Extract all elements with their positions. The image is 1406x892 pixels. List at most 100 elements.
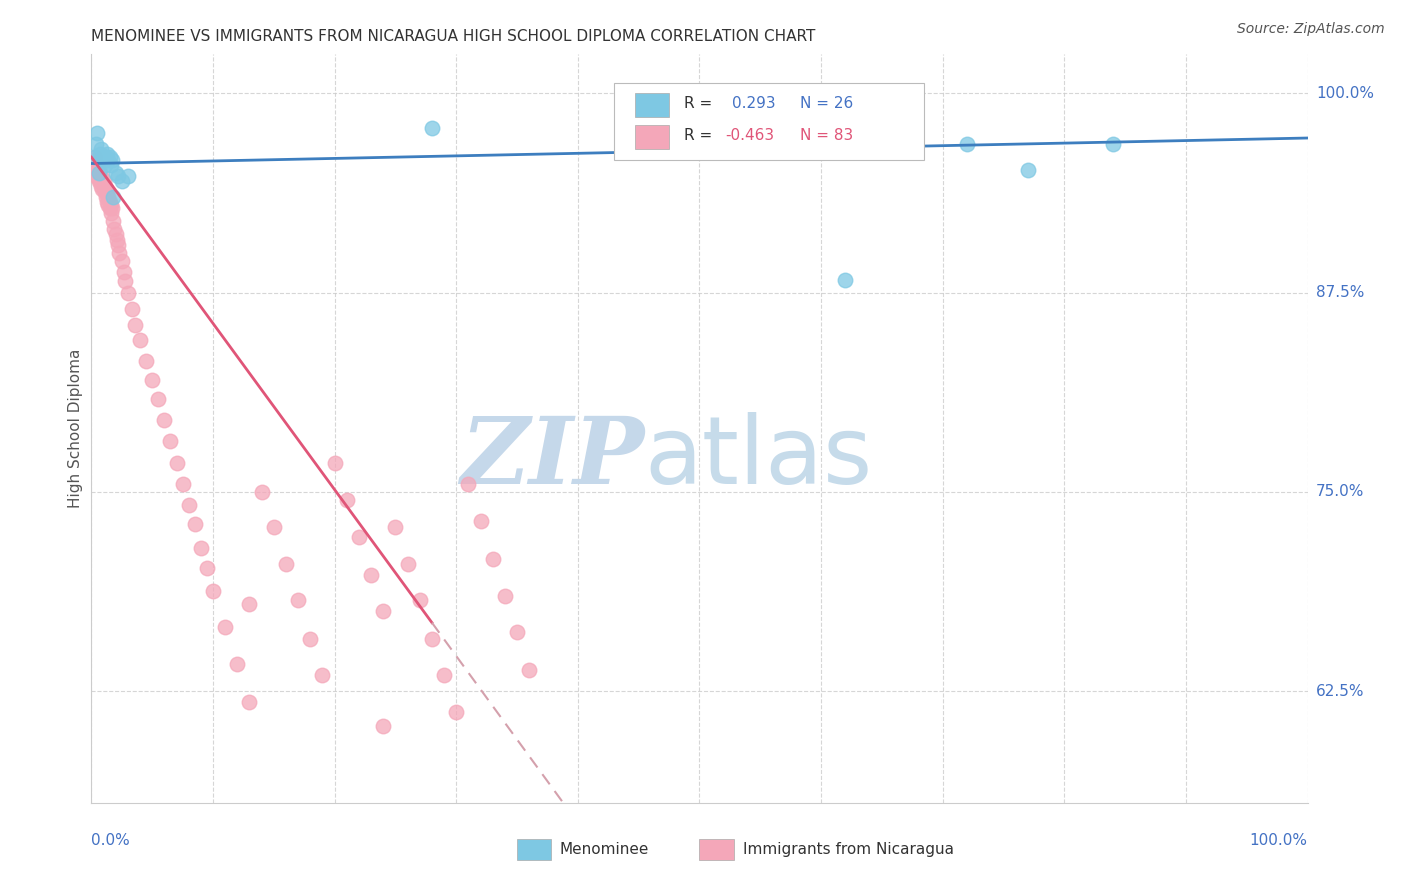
Text: 75.0%: 75.0%: [1316, 484, 1364, 500]
Point: [103, 222, 125, 236]
Point: [101, 153, 124, 168]
Point: [121, 301, 143, 316]
Text: 100.0%: 100.0%: [1250, 833, 1308, 848]
FancyBboxPatch shape: [636, 94, 669, 117]
Point: [97, 190, 120, 204]
Point: [86, 158, 108, 172]
Text: N = 83: N = 83: [800, 128, 853, 143]
FancyBboxPatch shape: [517, 838, 551, 860]
Point: [956, 137, 979, 152]
Point: [117, 169, 139, 184]
Point: [373, 719, 395, 733]
Point: [226, 657, 249, 672]
Point: [91, 174, 114, 188]
Point: [112, 265, 135, 279]
Text: Menominee: Menominee: [560, 842, 650, 856]
Point: [91, 182, 114, 196]
Point: [166, 456, 188, 470]
Point: [86, 166, 108, 180]
Text: Immigrants from Nicaragua: Immigrants from Nicaragua: [744, 842, 955, 856]
Point: [396, 557, 419, 571]
Point: [114, 275, 136, 289]
Point: [148, 392, 170, 407]
Point: [129, 334, 152, 348]
Point: [98, 201, 121, 215]
Point: [96, 194, 118, 209]
Text: N = 26: N = 26: [800, 96, 853, 112]
Point: [96, 147, 118, 161]
Point: [299, 632, 322, 646]
Point: [97, 198, 120, 212]
Point: [93, 150, 115, 164]
Point: [94, 190, 117, 204]
Text: 87.5%: 87.5%: [1316, 285, 1364, 300]
Point: [105, 233, 128, 247]
Point: [94, 150, 117, 164]
Point: [100, 198, 122, 212]
Point: [494, 589, 516, 603]
Point: [104, 166, 127, 180]
Point: [250, 484, 273, 499]
Point: [89, 174, 111, 188]
Point: [195, 561, 218, 575]
FancyBboxPatch shape: [614, 84, 925, 160]
Text: 0.0%: 0.0%: [91, 833, 131, 848]
Point: [141, 373, 163, 387]
Point: [97, 153, 120, 168]
Point: [98, 194, 121, 209]
Point: [202, 583, 225, 598]
Point: [117, 285, 139, 300]
Point: [98, 150, 121, 164]
Point: [111, 174, 134, 188]
Point: [1102, 137, 1125, 152]
Point: [103, 214, 125, 228]
Point: [506, 625, 529, 640]
Point: [184, 516, 207, 531]
Point: [94, 158, 117, 172]
Point: [107, 237, 129, 252]
Point: [103, 190, 125, 204]
Point: [159, 434, 181, 448]
Text: 62.5%: 62.5%: [1316, 683, 1364, 698]
Point: [87, 174, 110, 188]
Point: [347, 530, 370, 544]
Point: [172, 477, 194, 491]
Point: [104, 227, 127, 241]
Point: [84, 137, 107, 152]
FancyBboxPatch shape: [636, 125, 669, 149]
Point: [238, 695, 260, 709]
Text: R =: R =: [683, 96, 711, 112]
Point: [124, 318, 146, 332]
Point: [1017, 162, 1039, 177]
Point: [457, 477, 479, 491]
Point: [84, 158, 107, 172]
Point: [101, 201, 124, 215]
Point: [84, 169, 107, 184]
Point: [214, 620, 236, 634]
Point: [94, 178, 117, 193]
Point: [177, 498, 200, 512]
Point: [83, 153, 105, 168]
Point: [135, 354, 157, 368]
Point: [94, 182, 117, 196]
Point: [108, 245, 131, 260]
Point: [96, 185, 118, 199]
Text: Source: ZipAtlas.com: Source: ZipAtlas.com: [1237, 22, 1385, 37]
Point: [409, 593, 432, 607]
Point: [111, 253, 134, 268]
Point: [420, 632, 443, 646]
Point: [91, 153, 114, 168]
Point: [84, 150, 107, 164]
Text: -0.463: -0.463: [725, 128, 775, 143]
Text: 100.0%: 100.0%: [1316, 86, 1374, 101]
Point: [517, 664, 540, 678]
Point: [834, 273, 856, 287]
Point: [107, 169, 129, 184]
Point: [433, 668, 456, 682]
Point: [420, 121, 443, 136]
Point: [90, 142, 112, 156]
Point: [263, 520, 285, 534]
Point: [93, 182, 115, 196]
Point: [90, 178, 112, 193]
Point: [100, 158, 122, 172]
